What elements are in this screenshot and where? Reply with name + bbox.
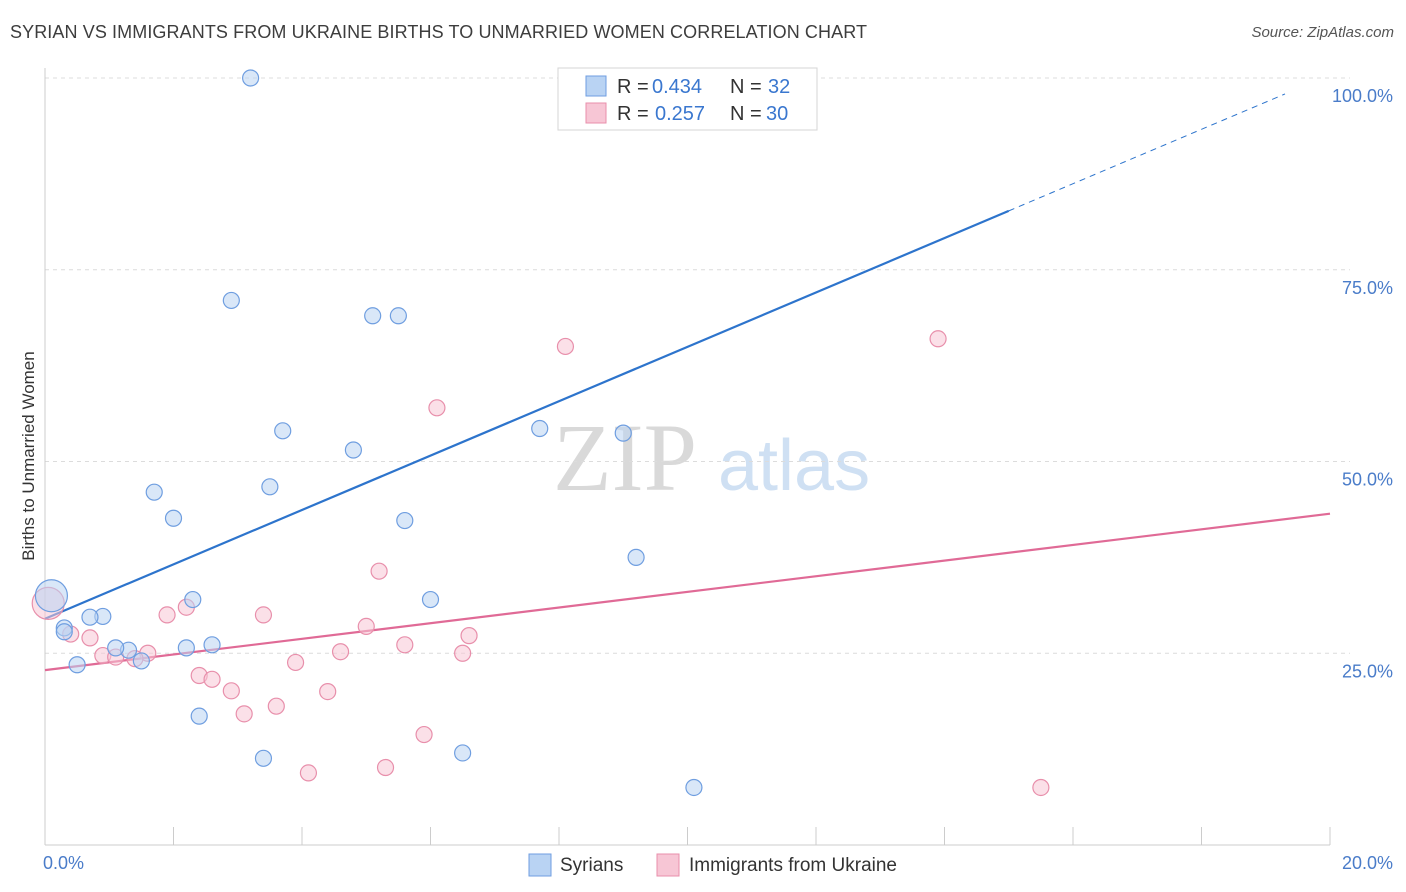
- legend-r-value-2: 0.257: [655, 103, 705, 125]
- point-syrians-3: [81, 608, 99, 626]
- point-syrians-11: [177, 639, 195, 657]
- point-ukraine-27: [929, 330, 947, 348]
- y-tick-label-2: 75.0%: [1342, 278, 1393, 298]
- bottom-legend-swatch-ukraine: [656, 853, 680, 877]
- point-syrians-4: [68, 656, 86, 674]
- legend-n-value-1: 32: [768, 76, 790, 98]
- axes: [44, 68, 1331, 846]
- point-syrians-16: [261, 478, 279, 496]
- x-tick-label-0: 0.0%: [43, 853, 84, 873]
- point-syrians-18: [254, 749, 273, 767]
- bottom-legend-syrians: Syrians: [560, 855, 623, 876]
- point-ukraine-25: [460, 627, 478, 645]
- point-syrians-0: [34, 579, 69, 613]
- legend-n-label-2: N =: [730, 103, 762, 125]
- point-syrians-27: [627, 548, 645, 566]
- point-syrians-31: [55, 623, 73, 641]
- legend-n-label-1: N =: [730, 76, 762, 98]
- legend-n-value-2: 30: [766, 103, 788, 125]
- point-syrians-26: [614, 424, 632, 442]
- point-syrians-19: [344, 441, 362, 459]
- x-tick-label-1: 20.0%: [1342, 853, 1393, 873]
- chart-title: SYRIAN VS IMMIGRANTS FROM UKRAINE BIRTHS…: [10, 22, 868, 42]
- source-credit: Source: ZipAtlas.com: [1251, 24, 1394, 41]
- tick-labels: 25.0% 50.0% 75.0% 100.0% 0.0% 20.0%: [43, 86, 1393, 873]
- point-syrians-13: [190, 707, 208, 725]
- point-ukraine-28: [1032, 778, 1050, 797]
- point-syrians-7: [132, 652, 150, 670]
- y-tick-label-3: 100.0%: [1332, 86, 1393, 106]
- trendline-syrians: [44, 209, 1010, 620]
- point-syrians-20: [364, 307, 382, 325]
- point-ukraine-24: [454, 644, 472, 662]
- point-ukraine-23: [428, 399, 446, 417]
- point-syrians-24: [454, 744, 472, 762]
- y-tick-label-1: 50.0%: [1342, 470, 1393, 490]
- point-ukraine-21: [396, 636, 414, 654]
- trendline-extension-syrians: [1008, 93, 1286, 212]
- point-syrians-9: [145, 483, 163, 501]
- gridlines: [45, 77, 1350, 654]
- bottom-legend-swatch-syrians: [528, 853, 552, 877]
- legend-swatch-syrians: [585, 75, 607, 97]
- watermark-atlas: atlas: [718, 426, 870, 506]
- point-syrians-6: [107, 639, 125, 657]
- point-ukraine-6: [158, 606, 176, 624]
- point-syrians-10: [164, 509, 183, 527]
- point-syrians-21: [389, 307, 407, 325]
- legend-swatch-ukraine: [585, 102, 607, 124]
- point-ukraine-20: [376, 758, 395, 777]
- point-syrians-14: [222, 291, 240, 310]
- point-syrians-25: [531, 419, 549, 438]
- point-ukraine-15: [299, 764, 318, 782]
- point-ukraine-9: [203, 670, 221, 688]
- series-legend: Syrians Immigrants from Ukraine: [528, 853, 897, 877]
- point-ukraine-12: [254, 606, 273, 624]
- y-tick-label-0: 25.0%: [1342, 661, 1393, 681]
- point-syrians-12: [203, 636, 221, 654]
- point-syrians-23: [421, 590, 440, 609]
- point-syrians-17: [274, 422, 292, 440]
- point-ukraine-11: [235, 705, 253, 723]
- point-ukraine-14: [286, 653, 305, 672]
- point-syrians-28: [685, 778, 703, 797]
- watermark-zip: ZIP: [553, 404, 697, 511]
- point-ukraine-10: [222, 682, 240, 700]
- legend-r-value-1: 0.434: [652, 76, 702, 98]
- legend-r-label-1: R =: [617, 76, 649, 98]
- data-points: [31, 69, 1050, 797]
- point-syrians-8: [184, 590, 202, 609]
- point-syrians-15: [242, 69, 260, 87]
- y-axis-label: Births to Unmarried Women: [19, 351, 38, 560]
- trendlines: [44, 93, 1331, 672]
- bottom-legend-ukraine: Immigrants from Ukraine: [689, 855, 897, 876]
- trendline-ukraine: [44, 512, 1331, 672]
- correlation-legend: R = 0.434 N = 32 R = 0.257 N = 30: [557, 67, 818, 131]
- point-syrians-22: [396, 511, 414, 530]
- legend-r-label-2: R =: [617, 103, 649, 125]
- point-ukraine-18: [357, 617, 375, 636]
- point-ukraine-22: [415, 725, 433, 744]
- point-ukraine-17: [331, 643, 350, 661]
- point-ukraine-26: [556, 337, 575, 356]
- point-ukraine-2: [81, 629, 99, 647]
- point-ukraine-13: [267, 697, 285, 715]
- point-ukraine-16: [319, 682, 337, 701]
- point-ukraine-19: [370, 562, 388, 580]
